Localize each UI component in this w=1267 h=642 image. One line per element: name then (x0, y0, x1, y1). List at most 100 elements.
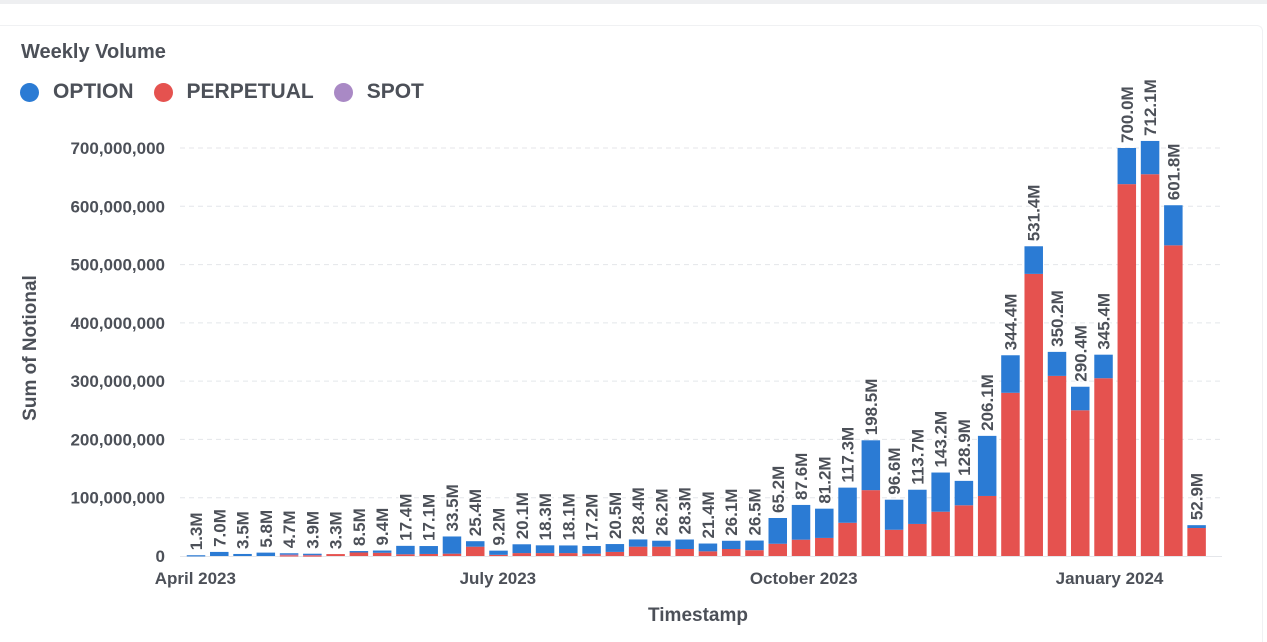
bar-perpetual[interactable] (372, 552, 392, 556)
bar-perpetual[interactable] (815, 537, 834, 556)
bar-perpetual[interactable] (419, 553, 438, 556)
bar-perpetual[interactable] (838, 522, 857, 556)
bar-option[interactable] (1071, 386, 1090, 411)
y-axis-title: Sum of Notional (20, 275, 41, 421)
legend-item-option[interactable]: OPTION (20, 80, 134, 104)
legend-label-perpetual: PERPETUAL (186, 80, 314, 103)
bar-perpetual[interactable] (605, 551, 625, 556)
bar-option[interactable] (396, 545, 415, 555)
bar-option[interactable] (186, 555, 206, 557)
bar-option[interactable] (977, 435, 997, 496)
bar-perpetual[interactable] (582, 553, 601, 556)
bar-perpetual[interactable] (349, 552, 369, 556)
bar-option[interactable] (1117, 148, 1137, 185)
bar-option[interactable] (721, 540, 741, 550)
bar-perpetual[interactable] (698, 551, 718, 556)
bar-option[interactable] (1187, 525, 1206, 529)
bar-option[interactable] (791, 504, 811, 540)
bar-option[interactable] (605, 544, 625, 552)
bar-perpetual[interactable] (442, 553, 462, 556)
bar-perpetual[interactable] (954, 505, 974, 556)
bar-perpetual[interactable] (512, 553, 532, 556)
bar-option[interactable] (256, 552, 276, 556)
bar-option[interactable] (303, 553, 322, 555)
bar-perpetual[interactable] (675, 549, 694, 556)
bar-perpetual[interactable] (1047, 375, 1067, 556)
bar-option[interactable] (1001, 355, 1020, 393)
bar-perpetual[interactable] (1094, 378, 1113, 556)
bar-perpetual[interactable] (861, 490, 881, 556)
bar-perpetual[interactable] (489, 554, 508, 557)
data-label: 20.1M (513, 492, 532, 539)
bar-option[interactable] (465, 541, 485, 547)
bar-option[interactable] (745, 540, 764, 551)
bar-perpetual[interactable] (628, 546, 648, 556)
bar-perpetual[interactable] (1187, 528, 1206, 556)
bar-perpetual[interactable] (1164, 245, 1183, 556)
bar-perpetual[interactable] (1140, 174, 1160, 556)
data-label: 198.5M (862, 379, 881, 436)
bar-perpetual[interactable] (1024, 273, 1043, 556)
data-label: 96.6M (885, 447, 904, 494)
bar-option[interactable] (210, 551, 229, 556)
bar-option[interactable] (908, 489, 927, 524)
bar-option[interactable] (512, 544, 532, 554)
bar-option[interactable] (1140, 140, 1160, 175)
y-tick-label: 600,000,000 (70, 197, 165, 216)
bar-option[interactable] (815, 508, 834, 538)
bar-perpetual[interactable] (1071, 410, 1090, 556)
bar-perpetual[interactable] (884, 529, 904, 556)
bar-option[interactable] (954, 480, 974, 506)
bar-option[interactable] (652, 540, 671, 547)
bar-perpetual[interactable] (465, 546, 485, 556)
bar-option[interactable] (233, 553, 252, 556)
bar-perpetual[interactable] (1001, 392, 1020, 556)
y-tick-label: 500,000,000 (70, 256, 165, 275)
bar-perpetual[interactable] (326, 554, 345, 556)
bar-option[interactable] (1094, 354, 1113, 379)
bar-option[interactable] (349, 551, 369, 553)
bar-perpetual[interactable] (303, 555, 322, 557)
legend-item-spot[interactable]: SPOT (333, 80, 424, 104)
bar-perpetual[interactable] (745, 550, 764, 556)
bar-option[interactable] (419, 546, 438, 554)
bar-perpetual[interactable] (559, 553, 578, 556)
bar-perpetual[interactable] (279, 555, 299, 557)
bar-option[interactable] (675, 539, 694, 550)
bar-perpetual[interactable] (908, 523, 927, 556)
page-top-bar (0, 0, 1267, 4)
bar-option[interactable] (1024, 246, 1043, 274)
bar-option[interactable] (279, 553, 299, 555)
bar-option[interactable] (489, 550, 508, 555)
bar-option[interactable] (884, 499, 904, 530)
data-label: 33.5M (443, 484, 462, 531)
bar-option[interactable] (442, 536, 462, 554)
data-label: 17.2M (583, 494, 602, 541)
bar-option[interactable] (838, 487, 857, 523)
bar-perpetual[interactable] (535, 553, 555, 556)
bar-perpetual[interactable] (652, 546, 671, 556)
bar-perpetual[interactable] (791, 539, 811, 556)
data-label: 28.4M (629, 487, 648, 534)
data-label: 26.2M (652, 488, 671, 535)
bar-option[interactable] (535, 545, 555, 554)
bar-perpetual[interactable] (931, 511, 950, 556)
bar-option[interactable] (931, 472, 950, 512)
legend-item-perpetual[interactable]: PERPETUAL (153, 80, 314, 104)
bar-option[interactable] (372, 550, 392, 553)
bar-option[interactable] (1047, 351, 1067, 376)
bar-perpetual[interactable] (768, 543, 788, 556)
bar-option[interactable] (768, 517, 788, 544)
bar-perpetual[interactable] (977, 495, 997, 556)
bar-option[interactable] (559, 545, 578, 554)
data-label: 9.4M (373, 508, 392, 546)
bar-perpetual[interactable] (396, 554, 415, 556)
bar-option[interactable] (1164, 205, 1183, 246)
bar-option[interactable] (628, 539, 648, 547)
bar-option[interactable] (861, 440, 881, 491)
bar-spot[interactable] (279, 553, 299, 556)
bar-perpetual[interactable] (1117, 184, 1137, 556)
bar-option[interactable] (582, 545, 601, 554)
bar-option[interactable] (698, 543, 718, 552)
bar-perpetual[interactable] (721, 549, 741, 556)
